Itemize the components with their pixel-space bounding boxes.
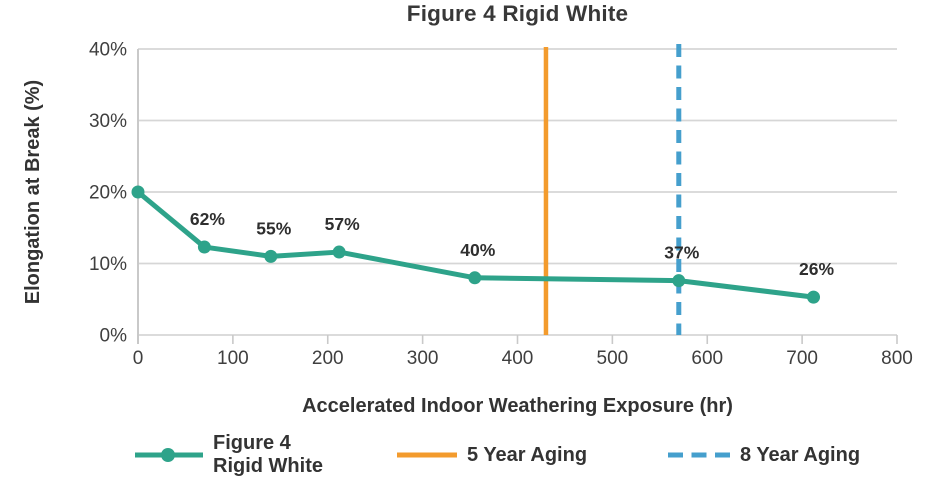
data-point-label: 26%: [799, 259, 834, 279]
legend-item-series: Figure 4 Rigid White: [135, 430, 323, 480]
legend-label-8-year-aging: 8 Year Aging: [740, 443, 861, 466]
plot-area: 0 100 200 300 400 500 600 700 800 0% 10% 20% 30% 40% 6…: [89, 40, 913, 370]
legend-label-series: Figure 4 Rigid White: [213, 432, 323, 477]
y-axis-title: Elongation at Break (%): [22, 79, 44, 305]
data-point: [672, 274, 686, 288]
data-point: [332, 245, 346, 259]
legend-label-5-year-aging: 5 Year Aging: [467, 443, 588, 466]
data-point-label: 55%: [256, 218, 291, 238]
x-tick-label: 400: [502, 348, 534, 369]
x-tick-label: 800: [881, 348, 913, 369]
data-point-label: 62%: [190, 209, 225, 229]
x-tick-label: 600: [691, 348, 723, 369]
teal-line-with-dot-icon: [135, 448, 203, 462]
legend-item-5-year-aging: 5 Year Aging: [397, 430, 587, 480]
data-point: [807, 290, 821, 304]
y-tick-label: 0%: [100, 326, 128, 347]
data-point: [468, 271, 482, 285]
y-tick-label: 30%: [89, 111, 127, 132]
x-tick-label: 200: [312, 348, 344, 369]
data-point: [197, 240, 211, 254]
x-tick-label: 100: [217, 348, 249, 369]
x-axis-title: Accelerated Indoor Weathering Exposure (…: [302, 395, 733, 417]
data-point: [131, 185, 145, 199]
x-tick-label: 700: [786, 348, 818, 369]
y-tick-label: 20%: [89, 183, 127, 204]
data-point-label: 40%: [460, 240, 495, 260]
legend: Figure 4 Rigid White 5 Year Aging 8 Year…: [0, 430, 940, 482]
data-point-label: 37%: [664, 243, 699, 263]
blue-dashed-line-icon: [668, 452, 730, 458]
data-point: [264, 249, 278, 263]
y-tick-label: 10%: [89, 254, 127, 275]
orange-solid-line-icon: [397, 452, 457, 458]
x-tick-label: 500: [597, 348, 629, 369]
legend-item-8-year-aging: 8 Year Aging: [668, 430, 860, 480]
x-tick-label: 0: [133, 348, 144, 369]
x-tick-label: 300: [407, 348, 439, 369]
chart-title: Figure 4 Rigid White: [406, 1, 629, 26]
data-point-label: 57%: [325, 214, 360, 234]
y-tick-label: 40%: [89, 40, 127, 61]
